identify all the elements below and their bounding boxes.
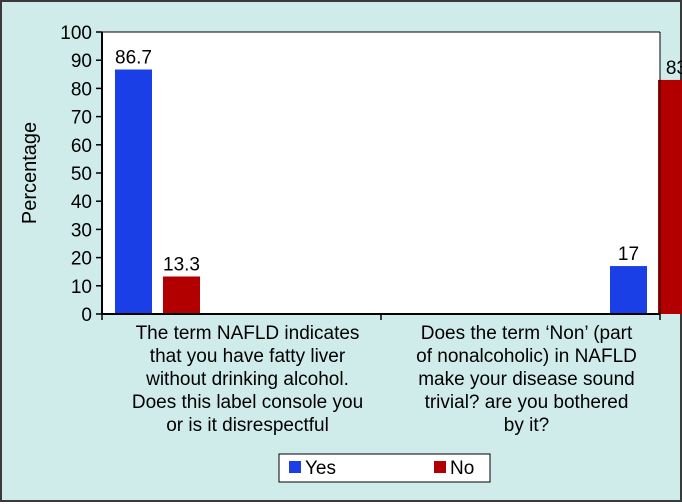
y-tick-label: 20 xyxy=(71,249,92,270)
bar-yes xyxy=(610,266,647,314)
category-label: of nonalcoholic) in NAFLD xyxy=(416,346,637,367)
category-label: Does this label console you xyxy=(132,392,363,413)
y-tick-label: 50 xyxy=(71,164,92,185)
bar-yes xyxy=(115,69,152,314)
plot-area xyxy=(102,32,660,314)
category-label: trivial? are you bothered xyxy=(425,392,629,413)
data-label: 17 xyxy=(618,244,639,265)
legend-swatch-yes xyxy=(289,461,301,473)
legend-label-yes: Yes xyxy=(305,458,336,479)
data-label: 13.3 xyxy=(163,254,200,275)
data-label: 86.7 xyxy=(115,48,152,69)
y-tick-label: 90 xyxy=(71,51,92,72)
data-label: 83 xyxy=(666,58,682,79)
y-tick-label: 80 xyxy=(71,79,92,100)
y-tick-label: 100 xyxy=(60,23,92,44)
legend-label-no: No xyxy=(450,458,474,479)
y-tick-label: 70 xyxy=(71,108,92,129)
y-tick-label: 60 xyxy=(71,136,92,157)
legend-swatch-no xyxy=(434,461,446,473)
bar-no xyxy=(658,79,682,314)
category-label: make your disease sound xyxy=(418,369,635,390)
y-tick-label: 10 xyxy=(71,277,92,298)
y-tick-label: 40 xyxy=(71,192,92,213)
y-axis-label: Percentage xyxy=(19,122,41,224)
bar-no xyxy=(163,276,200,314)
category-label: The term NAFLD indicates xyxy=(136,323,360,344)
category-label: that you have fatty liver xyxy=(150,346,346,367)
category-label: Does the term ‘Non’ (part xyxy=(421,323,633,344)
category-label: or is it disrespectful xyxy=(166,415,329,436)
category-label: by it? xyxy=(504,415,549,436)
legend-box xyxy=(278,453,491,483)
category-label: without drinking alcohol. xyxy=(145,369,349,390)
y-tick-label: 30 xyxy=(71,220,92,241)
y-tick-label: 0 xyxy=(81,305,92,326)
